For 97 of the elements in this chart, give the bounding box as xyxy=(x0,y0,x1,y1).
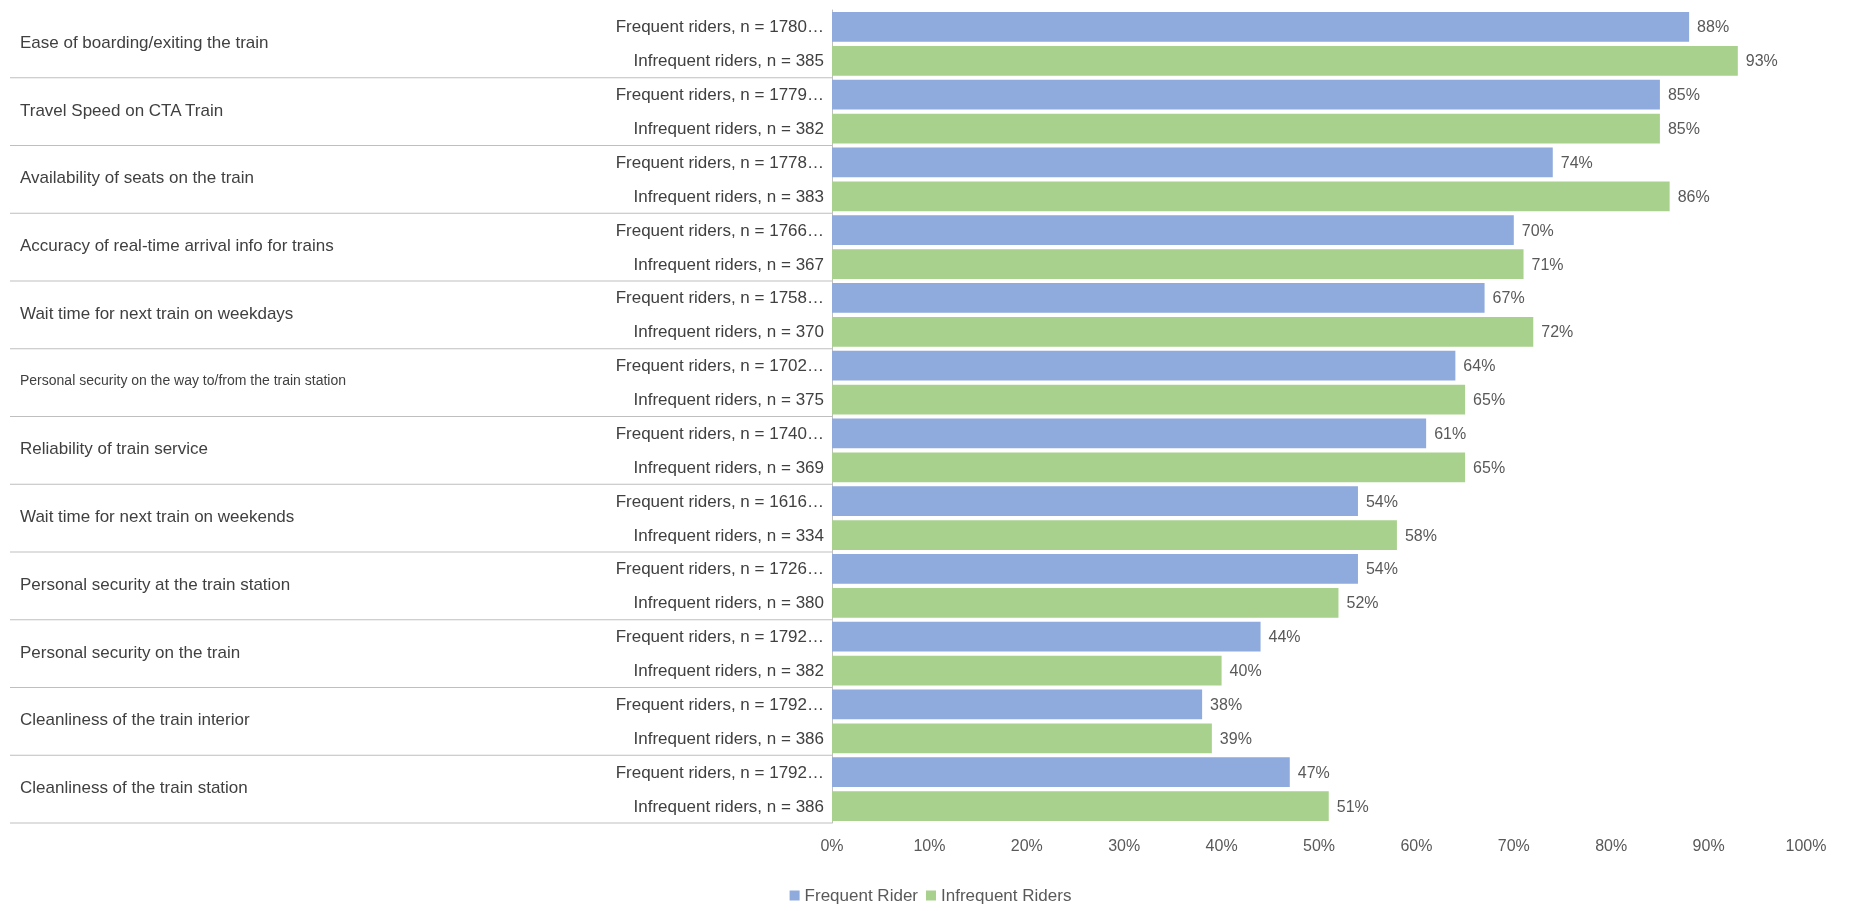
y-tick-label: Infrequent riders, n = 382 xyxy=(633,661,824,681)
bar xyxy=(832,791,1329,821)
data-label: 64% xyxy=(1463,357,1496,375)
data-label: 65% xyxy=(1473,458,1506,476)
y-tick-label: Infrequent riders, n = 375 xyxy=(633,390,824,410)
y-tick-label: Frequent riders, n = 1726… xyxy=(615,559,824,579)
data-label: 58% xyxy=(1404,526,1437,544)
bar xyxy=(832,520,1397,550)
legend-label: Frequent Rider xyxy=(804,886,919,905)
y-tick-label: Frequent riders, n = 1740… xyxy=(615,423,824,443)
x-tick-label: 20% xyxy=(1010,836,1043,854)
data-label: 39% xyxy=(1219,729,1252,747)
data-label: 65% xyxy=(1473,391,1506,409)
x-tick-label: 40% xyxy=(1205,836,1238,854)
x-tick-label: 0% xyxy=(820,836,844,854)
bar xyxy=(832,587,1339,618)
text: Ease of boarding/exiting the train xyxy=(20,32,269,52)
y-tick-label: Frequent riders, n = 1702… xyxy=(615,356,824,376)
text: Personal security on the way to/from the train station xyxy=(20,371,347,388)
text: Availability of seats on the train xyxy=(20,168,255,188)
data-label: 85% xyxy=(1667,120,1700,138)
y-tick-label: Infrequent riders, n = 367 xyxy=(633,254,824,274)
bar xyxy=(832,79,1660,110)
y-tick-label: Infrequent riders, n = 386 xyxy=(633,796,824,816)
y-tick-label: Frequent riders, n = 1792… xyxy=(615,694,824,714)
bar xyxy=(832,283,1485,313)
text: Reliability of train service xyxy=(20,439,209,459)
bar xyxy=(832,215,1514,246)
x-tick-label: 30% xyxy=(1108,836,1141,854)
y-tick-label: Frequent riders, n = 1778… xyxy=(615,152,824,172)
data-label: 61% xyxy=(1434,424,1467,442)
x-tick-label: 70% xyxy=(1497,836,1530,854)
text: Wait time for next train on weekdays xyxy=(20,303,294,323)
bar xyxy=(832,655,1222,686)
data-label: 52% xyxy=(1346,594,1379,612)
data-label: 85% xyxy=(1667,86,1700,104)
text: Wait time for next train on weekends xyxy=(20,507,295,527)
data-label: 54% xyxy=(1365,492,1398,510)
x-tick-label: 100% xyxy=(1785,836,1827,854)
y-tick-label: Infrequent riders, n = 334 xyxy=(633,525,824,545)
bar xyxy=(832,45,1738,76)
data-label: 51% xyxy=(1336,797,1369,815)
data-label: 38% xyxy=(1210,695,1243,713)
x-tick-label: 50% xyxy=(1302,836,1336,854)
y-tick-label: Frequent riders, n = 1792… xyxy=(615,627,824,647)
bar xyxy=(832,689,1203,720)
text: Personal security on the train xyxy=(20,642,241,662)
data-label: 72% xyxy=(1541,323,1574,341)
data-label: 47% xyxy=(1297,763,1330,781)
y-tick-label: Frequent riders, n = 1779… xyxy=(615,85,824,105)
data-label: 93% xyxy=(1745,52,1778,70)
bar xyxy=(832,554,1358,584)
legend-label: Infrequent Riders xyxy=(940,886,1072,905)
data-label: 44% xyxy=(1268,628,1301,646)
bar xyxy=(832,384,1466,415)
y-tick-label: Infrequent riders, n = 386 xyxy=(633,728,824,748)
y-tick-label: Frequent riders, n = 1780… xyxy=(615,17,824,37)
bar xyxy=(832,249,1524,279)
bar xyxy=(832,621,1261,652)
y-tick-label: Infrequent riders, n = 370 xyxy=(633,322,824,342)
data-label: 67% xyxy=(1492,289,1525,307)
y-tick-label: Frequent riders, n = 1616… xyxy=(615,491,824,511)
data-label: 86% xyxy=(1677,187,1710,205)
bar xyxy=(832,350,1456,381)
bar xyxy=(832,723,1212,754)
bar xyxy=(832,113,1660,144)
y-tick-label: Infrequent riders, n = 383 xyxy=(633,186,824,206)
x-tick-label: 80% xyxy=(1595,836,1628,854)
bar xyxy=(832,452,1466,483)
y-tick-label: Infrequent riders, n = 380 xyxy=(633,593,824,613)
text: Cleanliness of the train station xyxy=(20,778,248,798)
text: Accuracy of real-time arrival info for trains xyxy=(20,236,334,256)
data-label: 40% xyxy=(1229,662,1262,680)
y-tick-label: Frequent riders, n = 1792… xyxy=(615,762,824,782)
bar xyxy=(832,486,1358,517)
y-tick-label: Frequent riders, n = 1758… xyxy=(615,288,824,308)
bar xyxy=(832,12,1690,42)
y-tick-label: Frequent riders, n = 1766… xyxy=(615,220,824,240)
bar xyxy=(832,757,1290,788)
text: Personal security at the train station xyxy=(20,574,291,594)
text: Cleanliness of the train interior xyxy=(20,710,250,730)
y-tick-label: Infrequent riders, n = 369 xyxy=(633,457,824,477)
y-tick-label: Infrequent riders, n = 385 xyxy=(633,51,824,71)
bar xyxy=(832,147,1553,178)
bar xyxy=(832,316,1534,347)
data-label: 70% xyxy=(1521,221,1554,239)
data-label: 88% xyxy=(1697,18,1730,36)
data-label: 71% xyxy=(1531,255,1564,273)
bar xyxy=(832,418,1427,449)
data-label: 54% xyxy=(1365,560,1398,578)
text: Travel Speed on CTA Train xyxy=(20,100,224,120)
x-tick-label: 10% xyxy=(913,836,946,854)
bar xyxy=(832,181,1670,212)
x-tick-label: 60% xyxy=(1400,836,1433,854)
x-tick-label: 90% xyxy=(1692,836,1725,854)
y-tick-label: Infrequent riders, n = 382 xyxy=(633,119,824,139)
data-label: 74% xyxy=(1560,153,1593,171)
